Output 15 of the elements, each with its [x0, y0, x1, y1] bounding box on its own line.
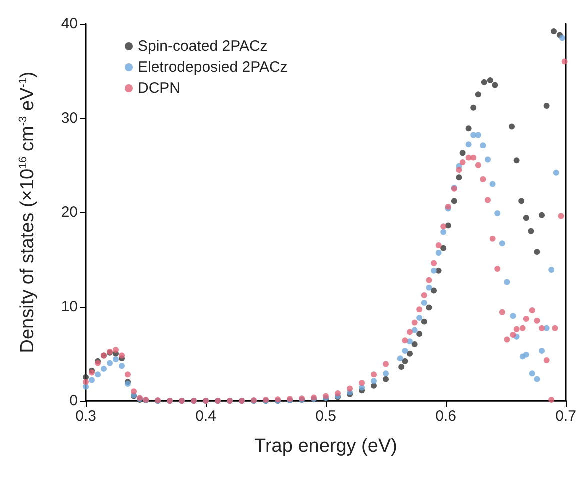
x-tick-label: 0.7 — [556, 408, 576, 425]
x-axis-title: Trap energy (eV) — [254, 436, 398, 457]
x-tick-label: 0.3 — [76, 408, 96, 425]
y-tick-label: 40 — [61, 16, 78, 32]
x-tick-label: 0.6 — [436, 408, 456, 425]
y-axis-title: Density of states (×1016 cm-3 eV-1) — [18, 72, 38, 354]
x-tick-label: 0.4 — [196, 408, 216, 425]
y-tick-label: 0 — [70, 392, 78, 410]
legend-label: DCPN — [138, 80, 181, 97]
legend-label: Eletrodeposied 2PACz — [138, 59, 288, 76]
legend-label: Spin-coated 2PACz — [138, 38, 268, 55]
y-tick-label: 20 — [61, 204, 78, 221]
x-tick-label: 0.5 — [316, 408, 336, 425]
y-tick-label: 10 — [61, 298, 78, 316]
y-tick-label: 30 — [61, 110, 78, 127]
